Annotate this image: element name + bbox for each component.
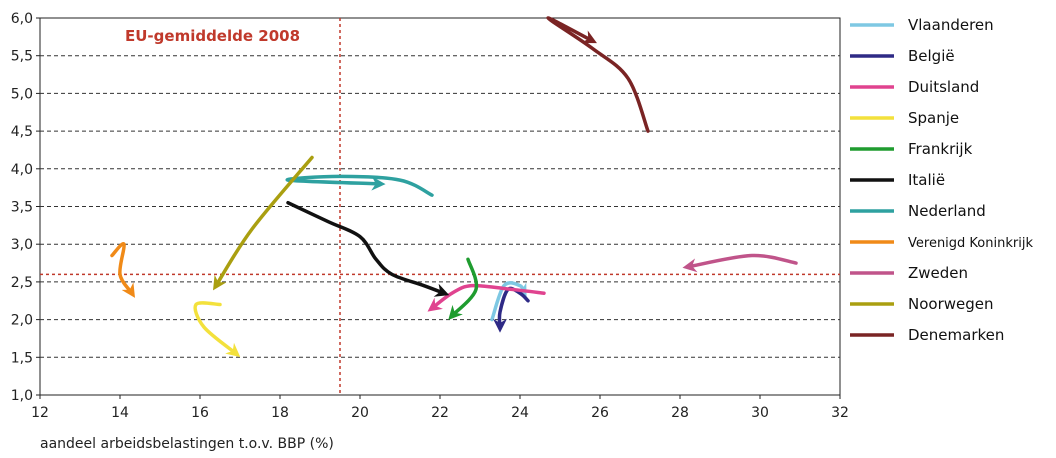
series-line-5 [448, 257, 479, 320]
reference-label: EU-gemiddelde 2008 [125, 27, 300, 45]
legend-label: Verenigd Koninkrijk [908, 236, 1033, 251]
series-line-7 [285, 174, 434, 197]
x-tick-label: 26 [591, 405, 609, 421]
y-tick-label: 4,5 [11, 124, 33, 140]
x-tick-label: 20 [351, 405, 369, 421]
y-tick-label: 5,0 [11, 86, 33, 102]
legend-label: Noorwegen [908, 295, 994, 313]
series-line-8 [110, 241, 136, 298]
y-tick-label: 6,0 [11, 11, 33, 27]
y-tick-label: 1,5 [11, 350, 33, 366]
x-tick-label: 24 [511, 405, 529, 421]
legend-label: Nederland [908, 202, 986, 220]
y-tick-label: 3,0 [11, 237, 33, 253]
y-tick-label: 4,0 [11, 162, 33, 178]
y-tick-label: 2,0 [11, 313, 33, 329]
y-tick-label: 2,5 [11, 275, 33, 291]
legend-label: Denemarken [908, 326, 1004, 344]
y-tick-label: 1,0 [11, 388, 33, 404]
legend-label: Vlaanderen [908, 16, 994, 34]
legend-label: België [908, 47, 955, 65]
legend-label: Frankrijk [908, 140, 973, 158]
series-lines [110, 16, 798, 358]
x-tick-label: 14 [111, 405, 129, 421]
x-tick-labels: 12 14 16 18 20 22 24 26 28 30 32 [31, 395, 849, 421]
reference-lines [40, 18, 840, 395]
legend-label: Italië [908, 171, 945, 189]
x-tick-label: 32 [831, 405, 849, 421]
x-tick-label: 18 [271, 405, 289, 421]
x-axis-label: aandeel arbeidsbelastingen t.o.v. BBP (%… [40, 436, 334, 452]
x-tick-label: 16 [191, 405, 209, 421]
legend-label: Duitsland [908, 78, 979, 96]
series-line-10 [212, 155, 314, 291]
x-tick-label: 30 [751, 405, 769, 421]
grid [40, 55, 840, 358]
series-line-9 [682, 253, 798, 273]
y-tick-labels: 1,0 1,5 2,0 2,5 3,0 3,5 4,0 4,5 5,0 5,5 6,0 [11, 11, 40, 404]
legend: Vlaanderen België Duitsland Spanje Frankrijk… [850, 16, 1033, 344]
series-line-6 [286, 200, 450, 297]
legend-label: Zweden [908, 264, 968, 282]
y-tick-label: 3,5 [11, 200, 33, 216]
series-line-3 [427, 283, 546, 312]
x-tick-label: 12 [31, 405, 49, 421]
series-line-11 [546, 16, 650, 133]
legend-label: Spanje [908, 109, 959, 127]
x-tick-label: 22 [431, 405, 449, 421]
x-tick-label: 28 [671, 405, 689, 421]
series-line-2 [492, 286, 530, 333]
y-tick-label: 5,5 [11, 49, 33, 65]
series-line-4 [193, 301, 241, 358]
